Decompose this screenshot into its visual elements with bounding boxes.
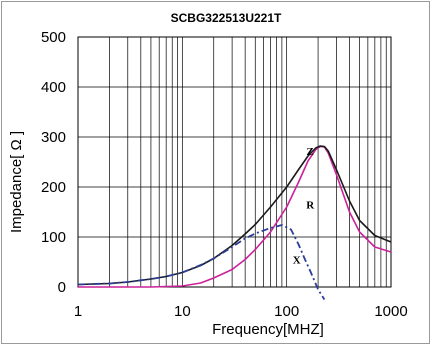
x-tick-label: 100: [274, 303, 299, 320]
series-line-z: [77, 145, 392, 286]
y-tick-label: 200: [41, 179, 66, 196]
y-tick-label: 500: [41, 29, 66, 46]
series-labels: Z R X: [293, 146, 315, 267]
grid: [78, 37, 391, 287]
x-tick-label: 10: [174, 303, 191, 320]
series-layer: [77, 145, 392, 300]
x-axis: 1 10 100 1000: [74, 303, 408, 320]
x-tick-label: 1: [74, 303, 82, 320]
y-tick-label: 0: [58, 279, 66, 296]
x-axis-label: Frequency[MHZ]: [212, 321, 324, 338]
y-axis-label: Impedance[ Ω ]: [8, 131, 25, 233]
y-tick-label: 400: [41, 79, 66, 96]
chart-title: SCBG322513U221T: [171, 11, 282, 25]
y-tick-label: 100: [41, 229, 66, 246]
series-label-x: X: [293, 255, 301, 267]
series-label-z: Z: [307, 146, 314, 158]
plot-area: [77, 36, 392, 288]
series-line-r: [78, 145, 392, 288]
series-label-r: R: [306, 200, 315, 212]
x-tick-label: 1000: [374, 303, 407, 320]
y-tick-label: 300: [41, 129, 66, 146]
series-line-x: [77, 224, 326, 300]
y-axis: 0 100 200 300 400 500: [41, 29, 66, 296]
